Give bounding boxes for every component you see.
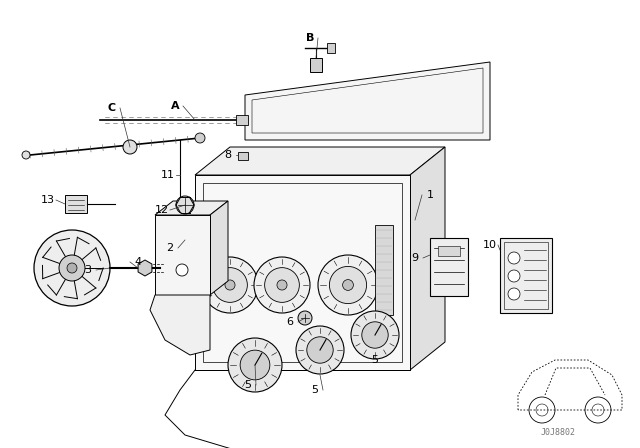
Polygon shape [150,295,210,355]
Bar [155,215,210,295]
Circle shape [508,288,520,300]
Text: 8: 8 [225,150,232,160]
Circle shape [298,311,312,325]
Bar [504,242,548,309]
Polygon shape [138,260,152,276]
Circle shape [351,311,399,359]
Bar [327,43,335,53]
Text: 9: 9 [412,253,419,263]
Circle shape [59,255,85,281]
Circle shape [240,350,270,380]
Text: 2: 2 [166,243,173,253]
Circle shape [22,151,30,159]
Text: 1: 1 [426,190,433,200]
Circle shape [296,326,344,374]
Circle shape [228,338,282,392]
Circle shape [202,257,258,313]
Circle shape [123,140,137,154]
Polygon shape [195,147,445,175]
Circle shape [225,280,235,290]
Bar [430,238,468,296]
Text: 11: 11 [161,170,175,180]
Circle shape [277,280,287,290]
Circle shape [34,230,110,306]
Bar [238,152,248,160]
Bar [195,175,410,370]
Polygon shape [410,147,445,370]
Circle shape [330,267,367,304]
Text: A: A [171,101,179,111]
Circle shape [212,267,248,302]
Bar [203,183,402,362]
Text: 6: 6 [287,317,294,327]
Circle shape [265,267,300,302]
Text: 5: 5 [312,385,319,395]
Bar [65,195,87,213]
Circle shape [176,264,188,276]
Circle shape [67,263,77,273]
Text: 12: 12 [155,205,169,215]
Polygon shape [210,201,228,295]
Text: J0J8802: J0J8802 [541,427,575,436]
Bar [438,246,460,256]
Bar [375,225,393,315]
Text: B: B [306,33,314,43]
Text: 13: 13 [41,195,55,205]
Text: 5: 5 [371,355,378,365]
Text: C: C [108,103,116,113]
Bar [310,58,322,72]
Text: 5: 5 [244,380,252,390]
Circle shape [176,196,194,214]
Circle shape [508,252,520,264]
Text: 4: 4 [134,257,141,267]
Bar [236,115,248,125]
Circle shape [362,322,388,348]
Circle shape [307,337,333,363]
Text: 3: 3 [84,265,92,275]
Polygon shape [155,201,228,215]
Circle shape [254,257,310,313]
Circle shape [508,270,520,282]
Circle shape [195,133,205,143]
Polygon shape [245,62,490,140]
Circle shape [342,280,353,290]
Text: 10: 10 [483,240,497,250]
Bar [500,238,552,313]
Circle shape [318,255,378,315]
